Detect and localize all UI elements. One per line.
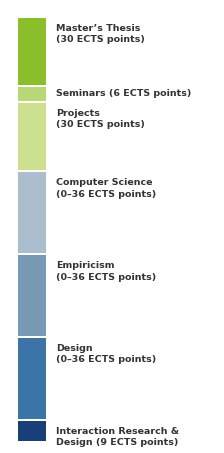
Bar <box>18 255 46 336</box>
Text: Computer Science
(0–36 ECTS points): Computer Science (0–36 ECTS points) <box>56 178 156 199</box>
Text: Interaction Research &
Design (9 ECTS points): Interaction Research & Design (9 ECTS po… <box>56 427 179 447</box>
Text: Design
(0–36 ECTS points): Design (0–36 ECTS points) <box>56 344 156 364</box>
Bar <box>18 421 46 441</box>
Bar <box>18 172 46 253</box>
Text: Empiricism
(0–36 ECTS points): Empiricism (0–36 ECTS points) <box>56 261 156 281</box>
Bar <box>18 18 46 85</box>
Text: Seminars (6 ECTS points): Seminars (6 ECTS points) <box>56 89 191 98</box>
Bar <box>18 338 46 419</box>
Text: Master’s Thesis
(30 ECTS points): Master’s Thesis (30 ECTS points) <box>56 24 145 44</box>
Bar <box>18 87 46 101</box>
Text: Projects
(30 ECTS points): Projects (30 ECTS points) <box>56 109 145 129</box>
Bar <box>18 103 46 170</box>
